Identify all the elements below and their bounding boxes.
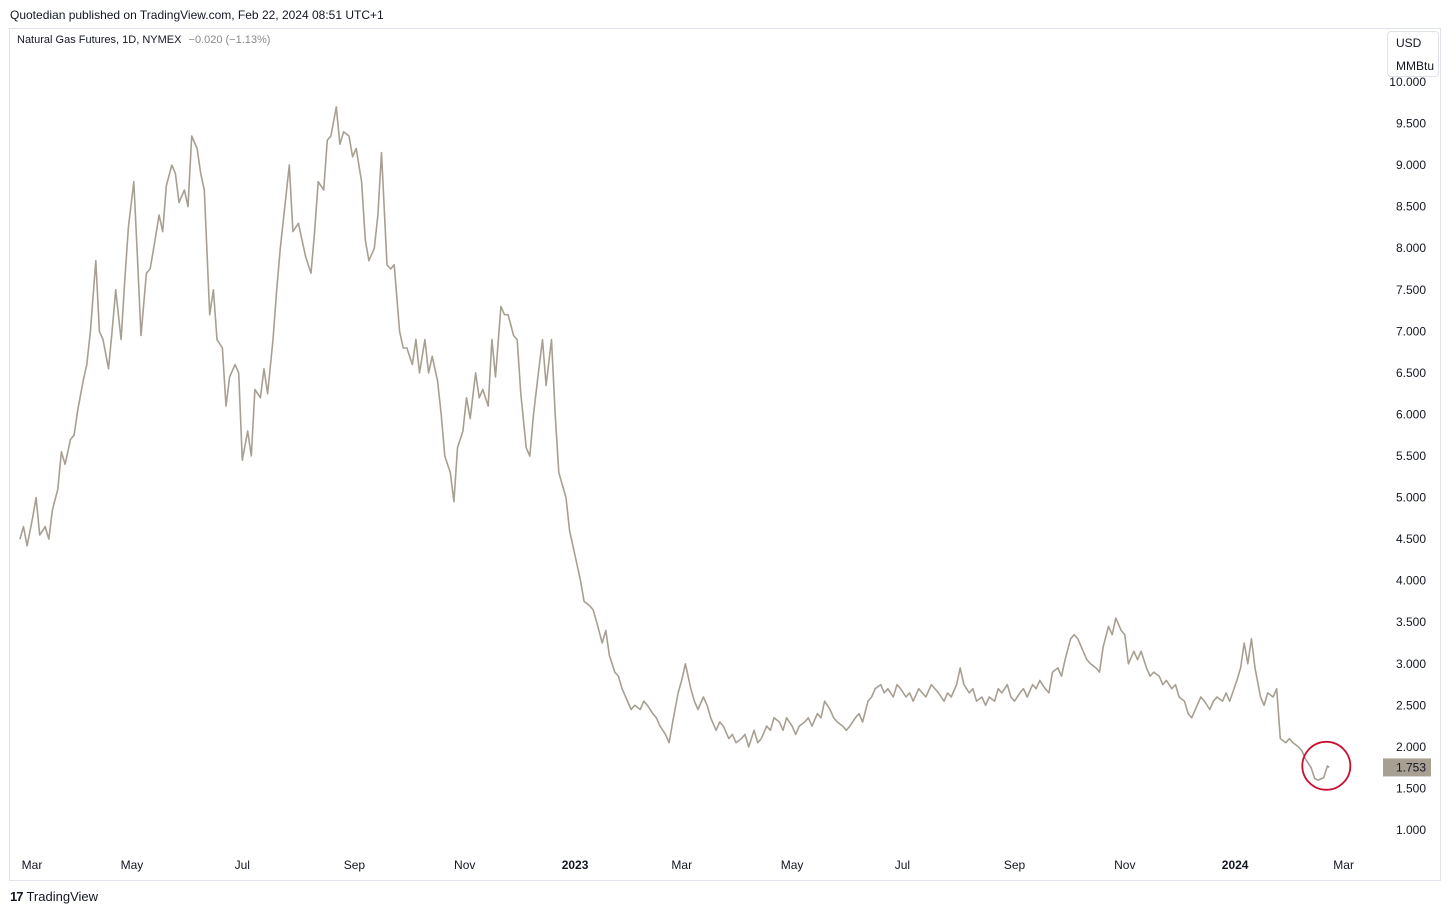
y-tick-label: 6.500 xyxy=(1396,366,1426,380)
symbol-legend: Natural Gas Futures, 1D, NYMEX −0.020 (−… xyxy=(17,34,270,46)
x-tick-label: Mar xyxy=(1333,858,1354,872)
x-tick-label: Sep xyxy=(1004,858,1026,872)
tradingview-logo-icon: 17 xyxy=(10,889,24,904)
publisher-caption: Quotedian published on TradingView.com, … xyxy=(10,8,384,22)
y-tick-label: 3.500 xyxy=(1396,615,1426,629)
highlight-circle xyxy=(1301,740,1352,791)
x-tick-label: Nov xyxy=(1114,858,1135,872)
y-tick-label: 6.000 xyxy=(1396,407,1426,421)
y-axis-ticks: 10.000 9.500 9.000 8.500 8.000 7.500 7.000 6.50… xyxy=(1389,75,1426,837)
y-tick-label: 9.000 xyxy=(1396,158,1426,172)
last-price-bg xyxy=(1383,758,1431,777)
footer: 17 TradingView xyxy=(10,889,98,904)
y-tick-label: 5.000 xyxy=(1396,491,1426,505)
x-tick-label: Mar xyxy=(22,858,43,872)
y-tick-label: 8.500 xyxy=(1396,200,1426,214)
x-tick-label: Sep xyxy=(344,858,366,872)
x-axis-ticks: Mar May Jul Sep Nov 2023 Mar May Jul Sep Nov 2024 Ma… xyxy=(22,858,1354,872)
unit-label[interactable]: MMBtu xyxy=(1396,59,1435,73)
x-tick-label: Nov xyxy=(454,858,475,872)
x-tick-label: 2023 xyxy=(562,858,589,872)
x-tick-label: Mar xyxy=(671,858,692,872)
chart-frame xyxy=(9,28,1441,881)
brand-name: TradingView xyxy=(26,889,99,904)
unit-selector[interactable]: USD MMBtu xyxy=(1387,31,1439,77)
last-price-label: 1.753 xyxy=(1383,758,1431,777)
x-tick-label: May xyxy=(121,858,144,872)
x-tick-label: 2024 xyxy=(1222,858,1249,872)
y-tick-label: 4.000 xyxy=(1396,574,1426,588)
x-tick-label: May xyxy=(781,858,804,872)
last-price-text: 1.753 xyxy=(1396,760,1426,774)
price-change: −0.020 (−1.13%) xyxy=(188,34,271,46)
y-tick-label: 9.500 xyxy=(1396,117,1426,131)
y-tick-label: 4.500 xyxy=(1396,532,1426,546)
y-tick-label: 1.500 xyxy=(1396,781,1426,795)
y-tick-label: 2.500 xyxy=(1396,698,1426,712)
y-tick-label: 2.000 xyxy=(1396,740,1426,754)
symbol-name: Natural Gas Futures, 1D, NYMEX xyxy=(17,34,182,46)
y-tick-label: 5.500 xyxy=(1396,449,1426,463)
y-tick-label: 7.000 xyxy=(1396,324,1426,338)
y-tick-label: 1.000 xyxy=(1396,823,1426,837)
y-tick-label: 7.500 xyxy=(1396,283,1426,297)
currency-label[interactable]: USD xyxy=(1396,36,1422,50)
price-line xyxy=(19,106,1330,781)
x-tick-label: Jul xyxy=(235,858,250,872)
y-tick-label: 3.000 xyxy=(1396,657,1426,671)
y-tick-label: 10.000 xyxy=(1389,75,1426,89)
x-tick-label: Jul xyxy=(895,858,910,872)
y-tick-label: 8.000 xyxy=(1396,241,1426,255)
